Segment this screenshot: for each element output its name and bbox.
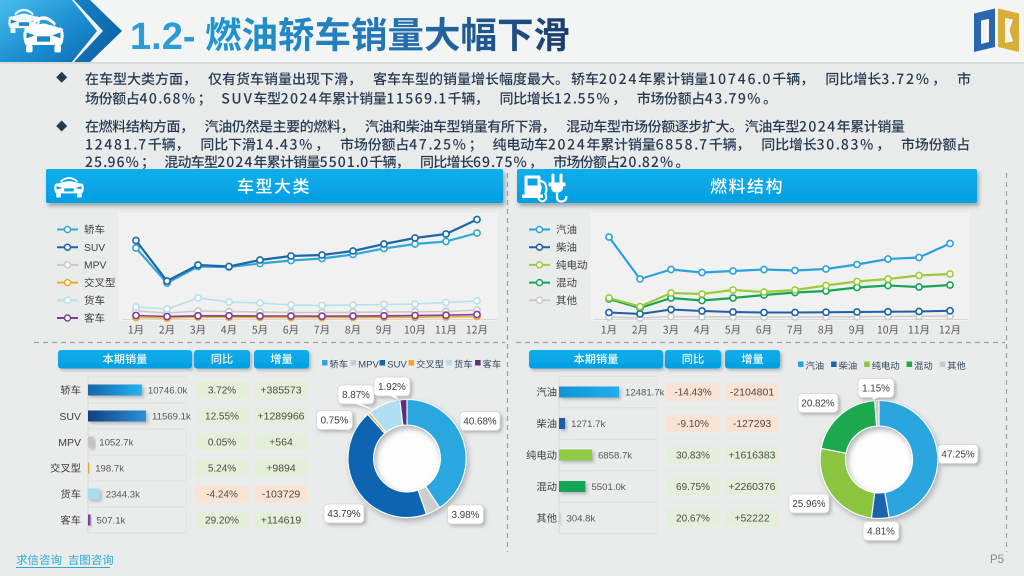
svg-text:-4.24%: -4.24% xyxy=(206,490,238,501)
svg-text:MPV: MPV xyxy=(58,437,81,449)
svg-text:1.92%: 1.92% xyxy=(378,382,406,393)
svg-text:0.05%: 0.05% xyxy=(208,438,236,449)
svg-text:+1616383: +1616383 xyxy=(728,450,775,462)
svg-text:69.75%: 69.75% xyxy=(676,482,710,493)
svg-text:12.55%: 12.55% xyxy=(205,412,239,423)
svg-text:3.72%: 3.72% xyxy=(208,386,236,397)
svg-text:1271.7k: 1271.7k xyxy=(571,419,605,430)
svg-text:SUV: SUV xyxy=(84,243,105,254)
svg-text:12481.7k: 12481.7k xyxy=(625,388,665,399)
svg-text:2344.3k: 2344.3k xyxy=(106,490,140,501)
svg-text:-9.10%: -9.10% xyxy=(677,419,709,430)
svg-text:P5: P5 xyxy=(990,554,1004,566)
svg-text:MPV: MPV xyxy=(358,360,379,371)
svg-text:20.67%: 20.67% xyxy=(676,514,710,525)
svg-text:5.24%: 5.24% xyxy=(208,464,236,475)
svg-text:+52222: +52222 xyxy=(734,513,769,525)
svg-text:47.25%: 47.25% xyxy=(941,450,975,461)
svg-text:6858.7k: 6858.7k xyxy=(598,451,632,462)
svg-text:-2104801: -2104801 xyxy=(730,387,775,399)
svg-text:-14.43%: -14.43% xyxy=(674,388,711,399)
svg-text:10746.0k: 10746.0k xyxy=(148,386,188,397)
svg-text:+2260376: +2260376 xyxy=(728,481,775,493)
svg-text:11569.1k: 11569.1k xyxy=(152,412,191,423)
svg-text:+1289966: +1289966 xyxy=(257,411,304,423)
svg-text:SUV: SUV xyxy=(59,411,81,423)
svg-text:40.68%: 40.68% xyxy=(463,417,497,428)
svg-text:198.7k: 198.7k xyxy=(95,464,124,475)
svg-text:+385573: +385573 xyxy=(260,385,301,397)
svg-text:+114619: +114619 xyxy=(261,515,302,527)
svg-text:30.83%: 30.83% xyxy=(676,451,710,462)
svg-text:+564: +564 xyxy=(269,437,293,449)
svg-text:-103729: -103729 xyxy=(262,489,301,501)
svg-text:20.82%: 20.82% xyxy=(801,399,835,410)
svg-text:1.15%: 1.15% xyxy=(862,384,890,395)
svg-text:8.87%: 8.87% xyxy=(342,390,370,401)
svg-text:+9894: +9894 xyxy=(266,463,296,475)
svg-text:43.79%: 43.79% xyxy=(327,509,361,520)
svg-text:1.2-: 1.2- xyxy=(130,16,195,58)
svg-text:MPV: MPV xyxy=(84,261,106,272)
svg-text:0.75%: 0.75% xyxy=(321,416,349,427)
svg-text:5501.0k: 5501.0k xyxy=(591,482,625,493)
svg-text:29.20%: 29.20% xyxy=(205,516,239,527)
svg-text:1052.7k: 1052.7k xyxy=(99,438,133,449)
svg-text:25.96%: 25.96% xyxy=(792,499,826,510)
svg-text:507.1k: 507.1k xyxy=(97,516,126,527)
svg-text:-127293: -127293 xyxy=(733,418,772,430)
svg-text:304.8k: 304.8k xyxy=(566,514,595,525)
svg-text:4.81%: 4.81% xyxy=(867,527,895,538)
svg-text:3.98%: 3.98% xyxy=(452,510,480,521)
svg-text:SUV: SUV xyxy=(387,360,407,371)
